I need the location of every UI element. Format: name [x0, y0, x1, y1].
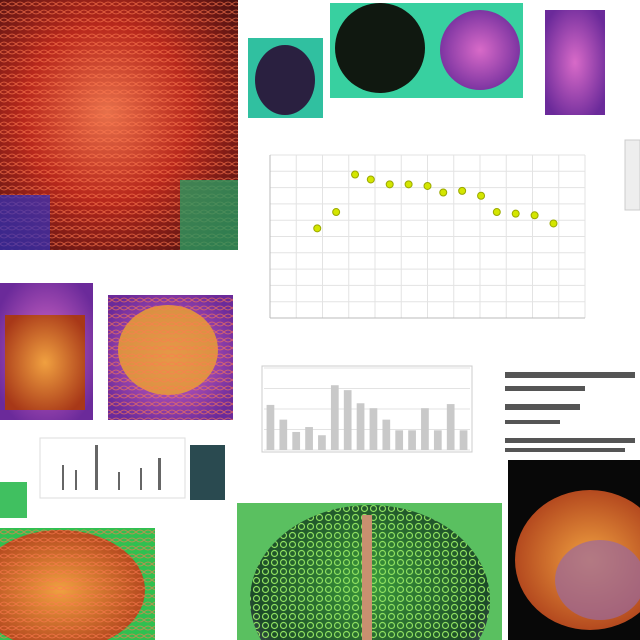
bar — [305, 427, 313, 450]
bar — [343, 390, 352, 450]
bar — [279, 419, 288, 450]
image-panel — [624, 139, 640, 211]
image-shape — [5, 315, 85, 410]
image-accent — [0, 195, 50, 250]
bar — [459, 430, 468, 450]
mini-bars — [62, 445, 161, 490]
point — [492, 208, 501, 217]
point — [530, 211, 539, 220]
bar — [382, 419, 391, 450]
bar — [292, 431, 301, 450]
point — [549, 219, 558, 228]
point — [439, 188, 448, 197]
point — [423, 181, 432, 190]
point — [511, 209, 520, 218]
image-accent — [180, 180, 238, 250]
texture — [108, 295, 233, 420]
mini-chart — [39, 437, 186, 499]
bar — [446, 404, 455, 450]
image-shape — [335, 3, 425, 93]
texture — [0, 528, 155, 640]
point — [366, 175, 375, 184]
image-shape — [255, 45, 315, 115]
bar — [330, 385, 339, 450]
bar — [369, 408, 378, 450]
image-panel — [190, 445, 225, 500]
point — [351, 170, 360, 179]
image-shape — [440, 10, 520, 90]
image-shape — [555, 540, 640, 620]
bar — [433, 430, 442, 450]
text-lines — [505, 372, 635, 452]
point — [458, 186, 467, 195]
bar — [266, 404, 275, 450]
image-panel — [0, 482, 27, 518]
bar — [408, 430, 416, 450]
point — [404, 180, 413, 189]
point — [313, 224, 322, 233]
bar — [356, 403, 365, 450]
bar — [395, 430, 404, 450]
point — [332, 208, 341, 217]
bar — [318, 435, 326, 450]
image-shape — [362, 515, 372, 640]
point — [477, 191, 486, 200]
point — [385, 180, 394, 189]
image-panel — [545, 10, 605, 115]
bar — [421, 408, 429, 450]
